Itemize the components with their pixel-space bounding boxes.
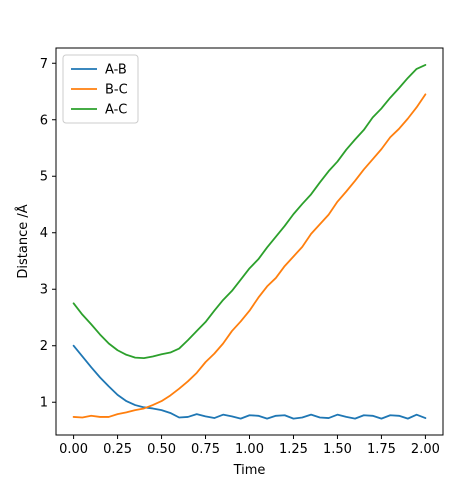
- x-tick-label: 1.25: [279, 442, 308, 457]
- x-tick-label: 0.25: [103, 442, 132, 457]
- x-axis: 0.00 0.25 0.50 0.75 1.00 1.25 1.50 1.75 2.00: [59, 435, 440, 457]
- x-tick-label: 1.50: [323, 442, 352, 457]
- x-tick-label: 1.00: [235, 442, 264, 457]
- series-line-b-c: [72, 93, 427, 419]
- y-tick-label: 6: [40, 113, 48, 128]
- y-tick-label: 1: [40, 396, 48, 411]
- x-tick-label: 0.50: [147, 442, 176, 457]
- legend-label-a-b: A-B: [105, 63, 127, 78]
- x-tick-label: 1.75: [367, 442, 396, 457]
- y-tick-label: 2: [40, 339, 48, 354]
- legend-label-b-c: B-C: [105, 83, 128, 98]
- x-tick-label: 2.00: [411, 442, 440, 457]
- y-tick-label: 3: [40, 283, 48, 298]
- y-tick-label: 4: [40, 226, 48, 241]
- y-axis-label: Distance /Å: [15, 204, 31, 278]
- y-tick-label: 7: [40, 57, 48, 72]
- y-axis: 1 2 3 4 5 6 7: [40, 57, 56, 411]
- series-layer: [72, 64, 427, 420]
- legend-label-a-c: A-C: [105, 103, 127, 118]
- legend: A-B B-C A-C: [62, 54, 139, 124]
- x-tick-label: 0.00: [59, 442, 88, 457]
- series-line-a-b: [72, 344, 427, 420]
- y-tick-label: 5: [40, 170, 48, 185]
- legend-frame: [62, 54, 139, 124]
- x-axis-label: Time: [233, 463, 266, 478]
- x-tick-label: 0.75: [191, 442, 220, 457]
- series-line-a-c: [72, 64, 427, 360]
